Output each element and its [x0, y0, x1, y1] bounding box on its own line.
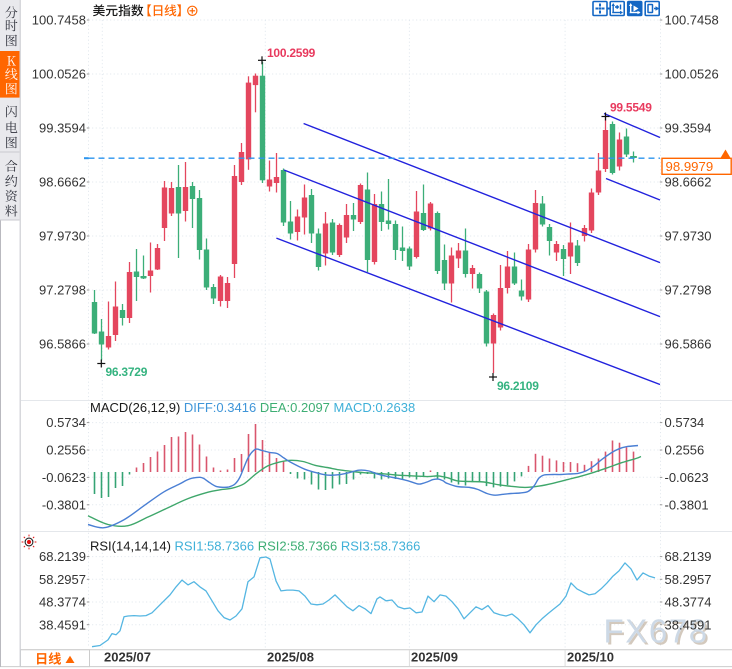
svg-text:100.7458: 100.7458: [32, 13, 86, 28]
svg-text:-0.0623: -0.0623: [665, 470, 709, 485]
svg-text:38.4591: 38.4591: [39, 617, 86, 632]
svg-text:99.3594: 99.3594: [665, 121, 712, 136]
svg-text:96.3729: 96.3729: [106, 365, 148, 379]
svg-text:58.2957: 58.2957: [665, 572, 712, 587]
svg-text:96.5866: 96.5866: [39, 337, 86, 352]
svg-text:-0.0623: -0.0623: [42, 470, 86, 485]
svg-text:2025/07: 2025/07: [104, 650, 151, 665]
svg-text:0.5734: 0.5734: [665, 415, 705, 430]
svg-text:68.2139: 68.2139: [39, 549, 86, 564]
svg-text:48.3774: 48.3774: [39, 595, 86, 610]
svg-text:100.7458: 100.7458: [665, 13, 719, 28]
svg-text:2025/09: 2025/09: [411, 650, 458, 665]
svg-text:58.2957: 58.2957: [39, 572, 86, 587]
svg-text:98.6662: 98.6662: [39, 175, 86, 190]
svg-text:0.5734: 0.5734: [46, 415, 86, 430]
svg-text:97.2798: 97.2798: [39, 283, 86, 298]
svg-text:0.2556: 0.2556: [46, 443, 86, 458]
svg-text:48.3774: 48.3774: [665, 595, 712, 610]
svg-text:99.5549: 99.5549: [610, 101, 652, 115]
svg-text:96.2109: 96.2109: [497, 379, 539, 393]
svg-text:98.6662: 98.6662: [665, 175, 712, 190]
svg-text:-0.3801: -0.3801: [42, 497, 86, 512]
svg-text:68.2139: 68.2139: [665, 549, 712, 564]
svg-text:98.9979: 98.9979: [666, 159, 714, 174]
svg-text:100.2599: 100.2599: [267, 46, 316, 60]
svg-text:2025/10: 2025/10: [567, 650, 614, 665]
svg-text:FX678: FX678: [606, 615, 711, 652]
svg-text:MACD(26,12,9) DIFF:0.3416 DEA:: MACD(26,12,9) DIFF:0.3416 DEA:0.2097 MAC…: [90, 400, 415, 415]
svg-text:RSI(14,14,14) RSI1:58.7366 RSI: RSI(14,14,14) RSI1:58.7366 RSI2:58.7366 …: [90, 539, 420, 554]
svg-text:100.0526: 100.0526: [32, 67, 86, 82]
svg-text:100.0526: 100.0526: [665, 67, 719, 82]
svg-text:97.9730: 97.9730: [665, 229, 712, 244]
svg-text:-0.3801: -0.3801: [665, 497, 709, 512]
svg-text:0.2556: 0.2556: [665, 443, 705, 458]
svg-text:97.2798: 97.2798: [665, 283, 712, 298]
svg-text:2025/08: 2025/08: [267, 650, 314, 665]
svg-text:97.9730: 97.9730: [39, 229, 86, 244]
svg-text:96.5866: 96.5866: [665, 337, 712, 352]
svg-text:38.4591: 38.4591: [665, 617, 712, 632]
svg-text:99.3594: 99.3594: [39, 121, 86, 136]
svg-text:FX678: FX678: [604, 613, 709, 650]
